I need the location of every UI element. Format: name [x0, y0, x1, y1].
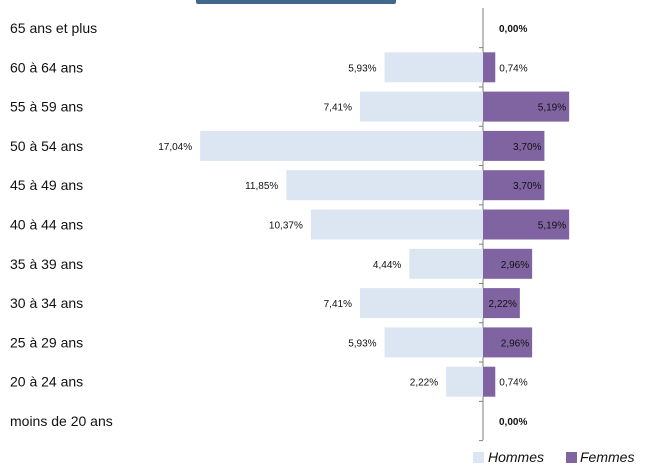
category-label-60-a-64-ans: 60 à 64 ans	[10, 59, 83, 75]
hommes-bars	[200, 52, 484, 397]
value-label-hommes-25-a-29-ans: 5,93%	[348, 338, 376, 349]
category-label-30-a-34-ans: 30 à 34 ans	[10, 295, 83, 311]
category-label-65-ans-et-plus: 65 ans et plus	[10, 20, 97, 36]
bar-femmes-50-a-54-ans	[483, 130, 545, 161]
value-label-femmes-50-a-54-ans: 3,70%	[513, 142, 541, 153]
value-label-hommes-40-a-44-ans: 10,37%	[269, 221, 303, 232]
category-label-20-a-24-ans: 20 à 24 ans	[10, 374, 83, 390]
bar-hommes-20-a-24-ans	[446, 366, 483, 397]
bar-hommes-35-a-39-ans	[409, 248, 483, 279]
value-labels: 0,00% 5,93% 0,74% 7,41% 5,19% 17,04% 3,70% 11,8…	[158, 24, 566, 428]
bar-hommes-55-a-59-ans	[359, 91, 483, 122]
bar-femmes-20-a-24-ans	[483, 366, 496, 397]
category-label-35-a-39-ans: 35 à 39 ans	[10, 256, 83, 272]
value-label-femmes-55-a-59-ans: 5,19%	[538, 103, 566, 114]
bar-femmes-35-a-39-ans	[483, 248, 533, 279]
bar-hommes-50-a-54-ans	[200, 130, 484, 161]
bar-femmes-25-a-29-ans	[483, 327, 533, 358]
value-label-hommes-55-a-59-ans: 7,41%	[324, 103, 352, 114]
category-label-45-a-49-ans: 45 à 49 ans	[10, 177, 83, 193]
title-fragment	[196, 0, 396, 4]
legend-label-hommes: Hommes	[488, 449, 544, 465]
category-label-moins-de-20-ans: moins de 20 ans	[10, 413, 113, 429]
category-label-55-a-59-ans: 55 à 59 ans	[10, 99, 83, 115]
bar-femmes-55-a-59-ans	[483, 91, 570, 122]
value-label-femmes-60-a-64-ans: 0,74%	[499, 63, 527, 74]
value-label-hommes-20-a-24-ans: 2,22%	[410, 378, 438, 389]
value-label-hommes-35-a-39-ans: 4,44%	[373, 260, 401, 271]
value-label-femmes-45-a-49-ans: 3,70%	[513, 181, 541, 192]
category-label-40-a-44-ans: 40 à 44 ans	[10, 217, 83, 233]
value-label-hommes-45-a-49-ans: 11,85%	[245, 181, 278, 192]
bar-hommes-30-a-34-ans	[359, 288, 483, 319]
category-labels: 65 ans et plus 60 à 64 ans 55 à 59 ans 50 à…	[10, 20, 113, 429]
category-label-50-a-54-ans: 50 à 54 ans	[10, 138, 83, 154]
category-label-25-a-29-ans: 25 à 29 ans	[10, 334, 83, 350]
bar-hommes-25-a-29-ans	[384, 327, 483, 358]
value-label-femmes-20-a-24-ans: 0,74%	[499, 378, 527, 389]
value-label-femmes-35-a-39-ans: 2,96%	[501, 260, 529, 271]
legend-swatch-femmes	[566, 452, 577, 463]
bar-hommes-45-a-49-ans	[286, 170, 483, 201]
bar-hommes-40-a-44-ans	[310, 209, 483, 240]
value-label-hommes-50-a-54-ans: 17,04%	[158, 142, 192, 153]
bar-femmes-60-a-64-ans	[483, 52, 496, 83]
value-label-femmes-30-a-34-ans: 2,22%	[488, 299, 516, 310]
value-label-femmes-moins-de-20-ans: 0,00%	[499, 417, 527, 428]
bar-hommes-60-a-64-ans	[384, 52, 483, 83]
value-label-femmes-65-ans-et-plus: 0,00%	[499, 24, 527, 35]
value-label-femmes-40-a-44-ans: 5,19%	[538, 221, 566, 232]
bar-femmes-40-a-44-ans	[483, 209, 570, 240]
legend: Hommes Femmes	[473, 449, 634, 465]
femmes-bars	[483, 52, 570, 397]
axis-ticks	[479, 47, 483, 442]
bar-femmes-45-a-49-ans	[483, 170, 545, 201]
value-label-femmes-25-a-29-ans: 2,96%	[501, 338, 529, 349]
bar-femmes-30-a-34-ans	[483, 288, 520, 319]
legend-swatch-hommes	[473, 452, 484, 463]
value-label-hommes-30-a-34-ans: 7,41%	[324, 299, 352, 310]
legend-label-femmes: Femmes	[580, 449, 634, 465]
value-label-hommes-60-a-64-ans: 5,93%	[348, 63, 376, 74]
